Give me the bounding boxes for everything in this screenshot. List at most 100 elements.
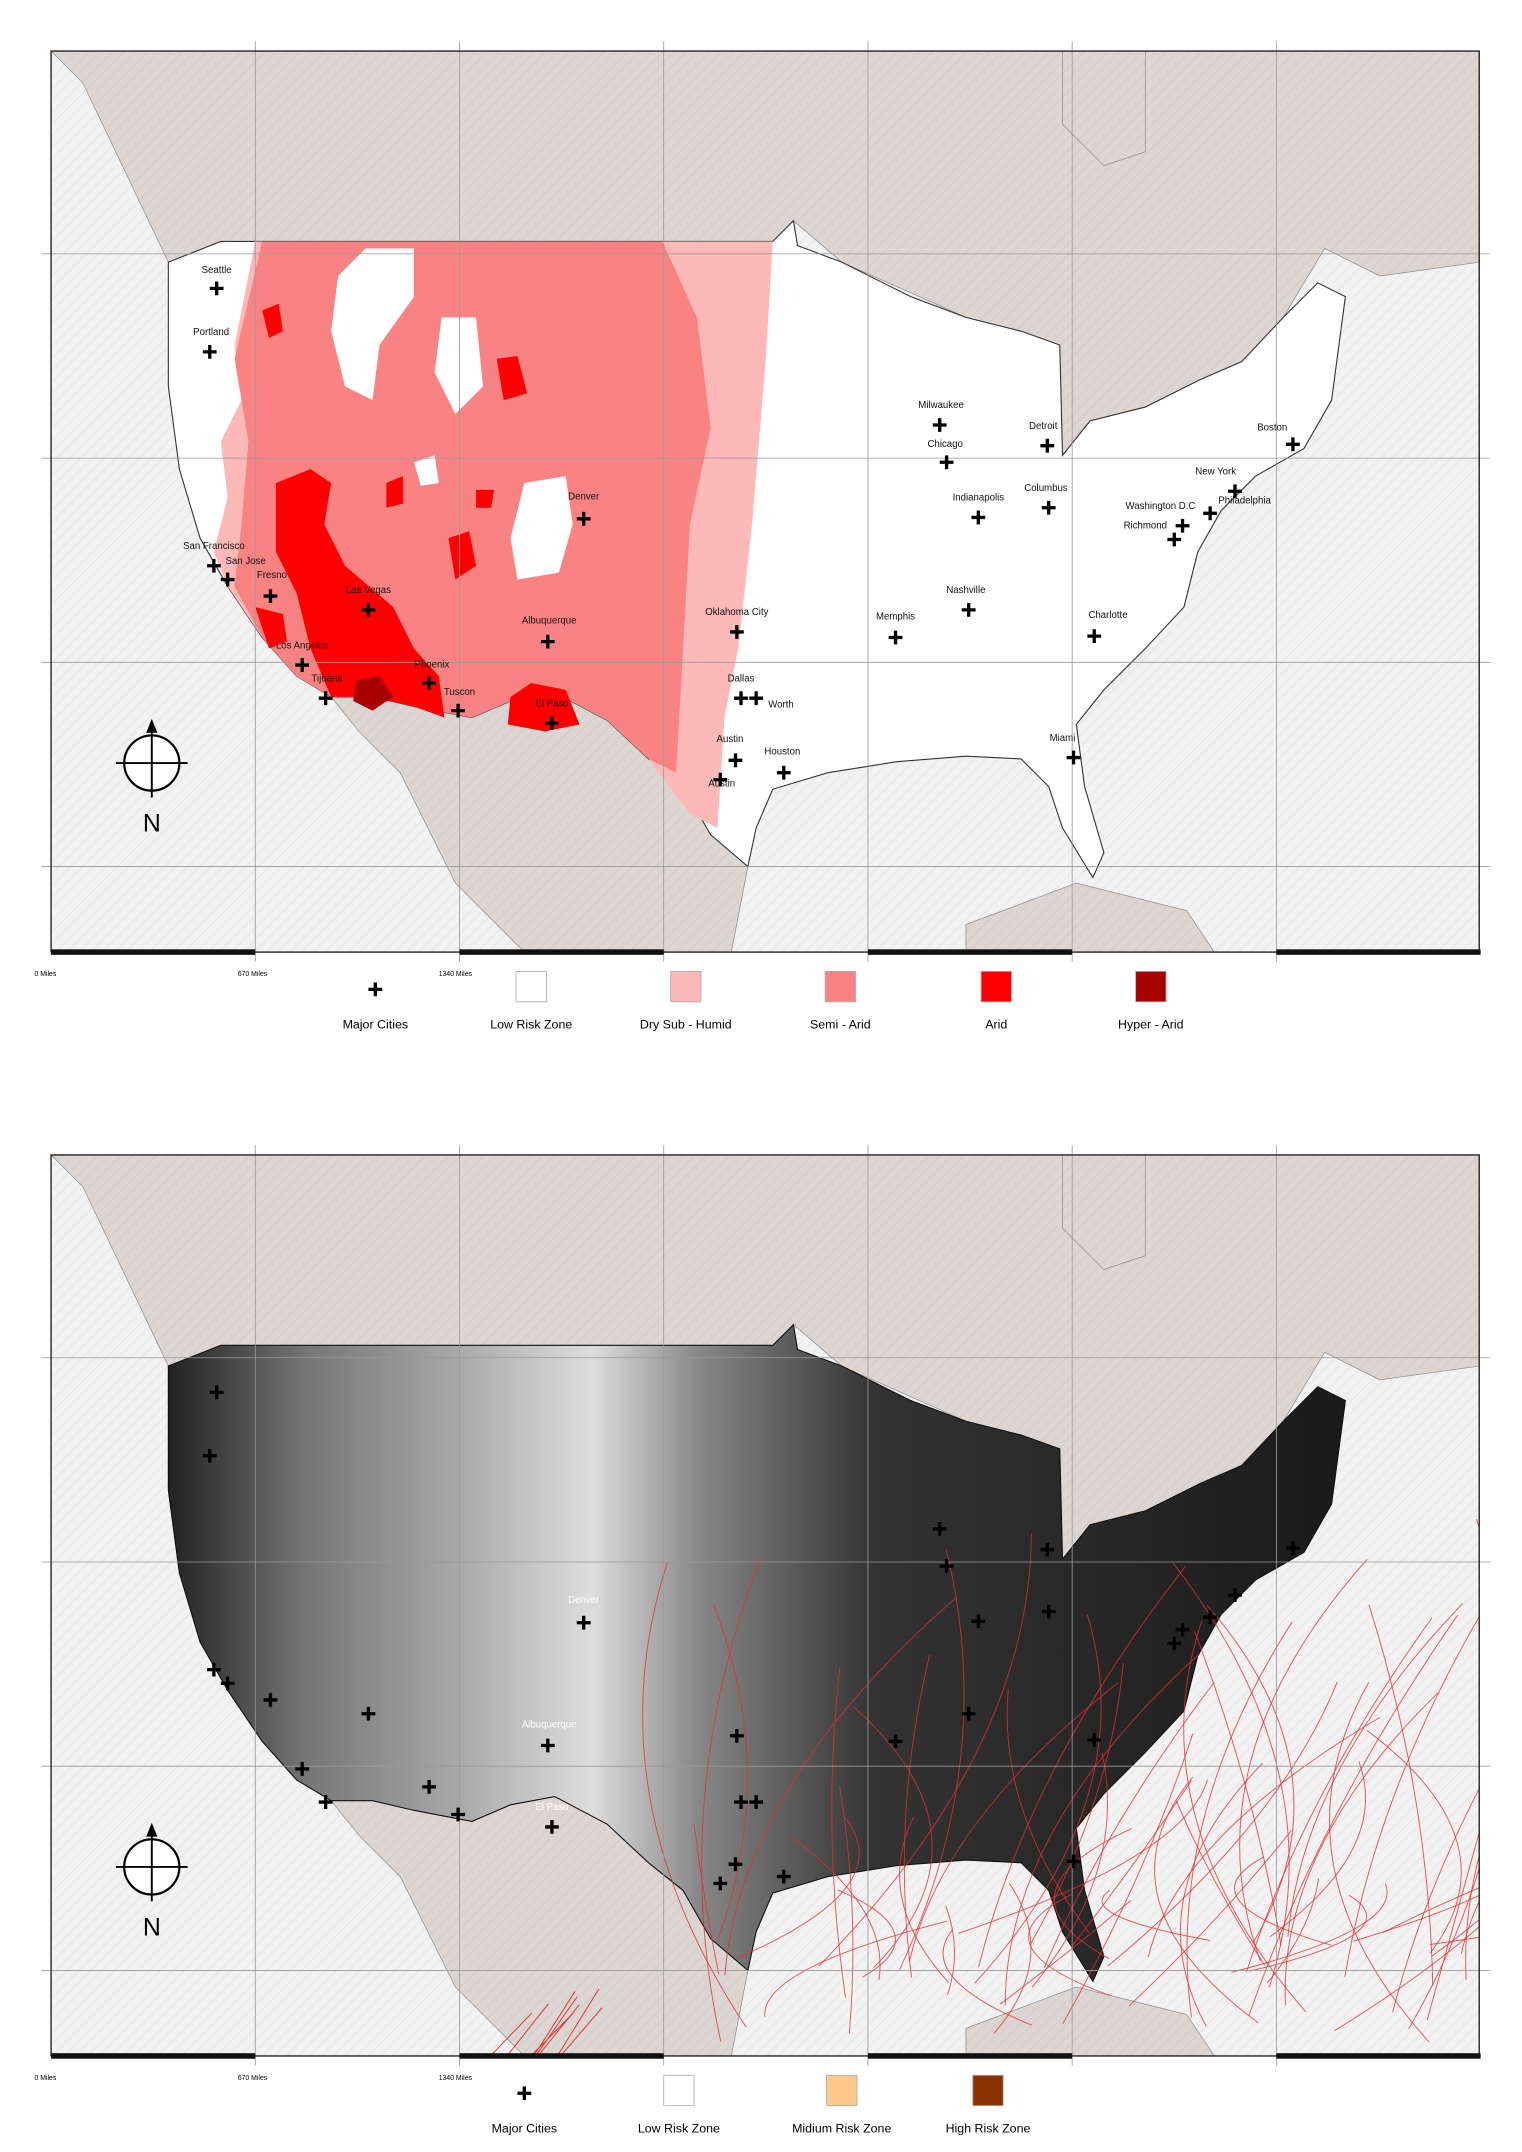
city-marker [209, 281, 224, 296]
city-marker [220, 1676, 235, 1691]
city-marker [971, 1614, 986, 1629]
scale-bar-segment [459, 949, 664, 955]
hurricane-track [724, 1596, 957, 1976]
city-label: Worth [768, 700, 794, 711]
hurricane-track [1043, 1681, 1215, 1968]
city-marker [361, 602, 376, 617]
north-label: N [143, 811, 161, 838]
legend-label: Major Cities [343, 1018, 409, 1032]
city-marker [576, 1615, 591, 1630]
city-label: Detroit [1029, 421, 1058, 432]
city-label: Boston [1257, 422, 1287, 433]
florida-west [1062, 51, 1146, 166]
city-label: Indianapolis [953, 493, 1005, 504]
city-marker [1228, 1588, 1242, 1602]
city-marker [1203, 506, 1218, 521]
legend-swatch [663, 2074, 695, 2107]
city-marker [888, 630, 903, 645]
hurricane-track [1128, 1830, 1292, 2007]
hurricane-track [1392, 1787, 1480, 2013]
hurricane-track [942, 1929, 1033, 2026]
hurricane-track [1284, 1692, 1439, 2006]
city-marker [368, 982, 383, 997]
city-label: New York [1195, 466, 1236, 477]
city-label: El Paso [535, 1802, 568, 1813]
hurricane-track [556, 1988, 600, 2056]
arid-zone [496, 355, 528, 401]
hurricane-track [1147, 1716, 1381, 1958]
city-marker [1066, 1854, 1081, 1869]
city-label: Denver [568, 491, 600, 502]
hurricane-track [537, 2004, 580, 2056]
city-marker [295, 1762, 310, 1776]
city-label: Philadelphia [1218, 495, 1271, 506]
city-label: Milwaukee [918, 400, 964, 411]
city-marker [939, 1559, 954, 1574]
city-label: Portland [193, 327, 229, 338]
map-frame [50, 50, 1480, 953]
legend-label: Midium Risk Zone [792, 2121, 891, 2135]
city-label: Albuquerque [522, 1719, 577, 1730]
hurricane-track [1180, 1762, 1263, 2027]
city-label: Seattle [202, 265, 232, 276]
north-arrow: N [115, 1822, 188, 1942]
city-marker [545, 1820, 559, 1834]
united-states-terrain [167, 1323, 1346, 1983]
compass-cross [115, 1825, 188, 1902]
city-marker [1167, 1636, 1182, 1651]
hurricane-track [1101, 1890, 1210, 1941]
city-marker [971, 510, 986, 525]
hurricane-track [899, 1816, 949, 1983]
low-risk-zone [510, 476, 573, 580]
legend-label: Hyper - Arid [1118, 1018, 1184, 1032]
city-marker [1167, 532, 1182, 547]
city-label: Houston [764, 747, 800, 758]
city-marker [318, 1795, 333, 1809]
north-label: N [143, 1915, 161, 1942]
hurricane-track [1353, 1894, 1480, 1942]
city-label: Los Angeles [276, 640, 329, 651]
arid-zone [476, 489, 494, 508]
hurricane-track [701, 1555, 762, 2042]
city-label: Denver [568, 1595, 600, 1606]
legend-swatch [515, 970, 547, 1003]
city-marker [1066, 750, 1081, 765]
florida-west [1062, 1154, 1146, 1270]
city-marker [451, 703, 466, 718]
city-marker [1087, 1733, 1102, 1747]
city-marker [776, 765, 791, 780]
hurricane-track [1368, 1604, 1434, 1987]
hurricane-track [899, 1548, 965, 1970]
hurricane-track [1460, 1900, 1480, 1954]
city-marker [209, 1385, 224, 1400]
hurricane-track [1175, 1800, 1265, 1966]
hurricane-track [533, 1991, 576, 2056]
compass-cross [115, 721, 188, 798]
city-marker [888, 1734, 903, 1749]
city-label: Chicago [928, 439, 963, 450]
city-marker [1041, 500, 1056, 515]
city-marker [961, 1706, 976, 1721]
city-marker [776, 1869, 791, 1884]
hurricane-track [1239, 1559, 1368, 1962]
legend-label: Arid [985, 1018, 1007, 1032]
hurricane-track [999, 1900, 1131, 2005]
city-marker [713, 772, 728, 787]
city-marker [1203, 1610, 1218, 1625]
legend-label: Low Risk Zone [638, 2121, 720, 2135]
city-label: Albuquerque [522, 615, 577, 626]
city-marker [422, 1779, 437, 1794]
city-label: Fresno [257, 570, 287, 581]
city-marker [220, 572, 235, 587]
hurricane-track [535, 1996, 578, 2056]
city-label: Las Vegas [346, 585, 391, 596]
map-area [51, 51, 1480, 953]
city-label: Charlotte [1088, 610, 1127, 621]
hurricane-track [1186, 1621, 1293, 2018]
legend-swatch [826, 2074, 858, 2107]
hurricane-track [1366, 1729, 1462, 1954]
hurricane-track [1154, 1776, 1259, 2024]
legend-label: High Risk Zone [946, 2121, 1031, 2135]
city-marker [1175, 1622, 1190, 1637]
